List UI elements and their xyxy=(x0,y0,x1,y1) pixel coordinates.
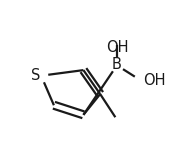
Text: OH: OH xyxy=(106,40,128,55)
Text: B: B xyxy=(112,57,122,72)
Text: OH: OH xyxy=(143,73,166,88)
Text: S: S xyxy=(31,68,41,83)
